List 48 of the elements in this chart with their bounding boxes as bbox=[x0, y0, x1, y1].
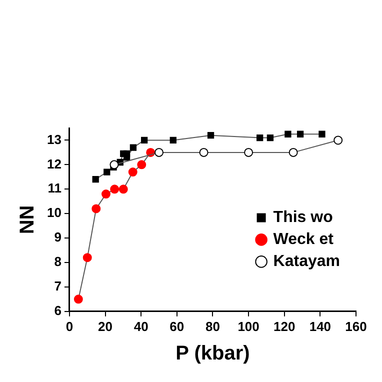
y-tick-label: 11 bbox=[48, 180, 62, 196]
point bbox=[170, 136, 176, 144]
x-tick-label: 140 bbox=[309, 318, 332, 334]
point bbox=[128, 168, 138, 177]
y-tick-label: 10 bbox=[46, 205, 62, 220]
point bbox=[207, 132, 214, 139]
y-tick-label: 13 bbox=[46, 132, 62, 147]
point bbox=[110, 160, 119, 170]
y-tick-label: 12 bbox=[46, 156, 62, 172]
point bbox=[199, 148, 208, 157]
y-tick-label: 9 bbox=[54, 230, 62, 245]
x-tick-label: 80 bbox=[205, 318, 220, 334]
point bbox=[154, 148, 164, 157]
point bbox=[288, 148, 298, 157]
x-tick-label: 20 bbox=[98, 318, 113, 334]
x-tick-label: 120 bbox=[274, 318, 296, 334]
point bbox=[82, 253, 92, 262]
point bbox=[92, 204, 101, 214]
legend-label: Katayam bbox=[273, 253, 340, 270]
point bbox=[334, 136, 343, 145]
point bbox=[101, 190, 110, 199]
y-axis-title: NN bbox=[16, 205, 39, 234]
point bbox=[244, 148, 254, 157]
y-tick-label: 8 bbox=[54, 254, 62, 270]
x-tick-label: 60 bbox=[170, 318, 184, 334]
point bbox=[296, 130, 304, 138]
point bbox=[118, 184, 128, 194]
point bbox=[92, 176, 99, 183]
x-tick-label: 40 bbox=[134, 318, 148, 334]
x-tick-label: 160 bbox=[345, 318, 367, 334]
point bbox=[123, 154, 130, 161]
point bbox=[318, 130, 326, 138]
legend-label: This wo bbox=[273, 209, 334, 226]
point bbox=[130, 144, 137, 151]
legend-label: Weck et bbox=[273, 231, 334, 248]
point bbox=[74, 294, 83, 304]
x-axis-title: P (kbar) bbox=[176, 342, 250, 365]
point bbox=[110, 184, 120, 194]
point bbox=[104, 168, 110, 176]
x-tick-label: 100 bbox=[238, 318, 260, 334]
y-tick-label: 6 bbox=[54, 302, 62, 318]
y-tick-label: 7 bbox=[54, 278, 62, 294]
point bbox=[137, 160, 146, 170]
x-tick-label: 0 bbox=[66, 318, 74, 334]
point bbox=[140, 136, 148, 144]
point bbox=[256, 134, 264, 142]
point bbox=[284, 130, 292, 138]
point bbox=[266, 134, 274, 142]
